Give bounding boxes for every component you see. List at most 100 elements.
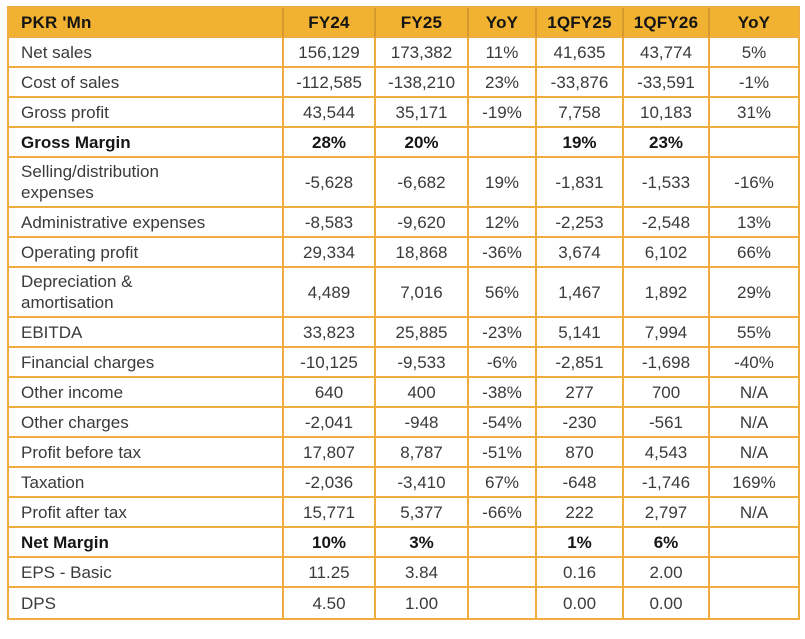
value-cell	[469, 558, 537, 588]
value-cell: 29,334	[284, 238, 376, 268]
table-header: PKR 'Mn FY24 FY25 YoY 1QFY25 1QFY26 YoY	[9, 8, 798, 38]
value-cell: -10,125	[284, 348, 376, 378]
table-row-depreciation-amortisation: Depreciation & amortisation 4,489 7,016 56%…	[9, 268, 798, 318]
table-row-administrative-expenses: Administrative expenses -8,583 -9,620 12% -2…	[9, 208, 798, 238]
value-cell: 43,544	[284, 98, 376, 128]
value-cell: -23%	[469, 318, 537, 348]
value-cell: 12%	[469, 208, 537, 238]
row-label-text: Financial charges	[21, 352, 155, 372]
row-label: DPS	[9, 588, 284, 618]
value-cell: -1,831	[537, 158, 624, 208]
row-label-text: Depreciation & amortisation	[21, 272, 133, 312]
value-cell: 67%	[469, 468, 537, 498]
value-cell: 3.84	[376, 558, 469, 588]
value-cell: 41,635	[537, 38, 624, 68]
value-cell: 277	[537, 378, 624, 408]
value-cell: 400	[376, 378, 469, 408]
table-row-net-margin: Net Margin 10% 3% 1% 6%	[9, 528, 798, 558]
value-cell: -1,746	[624, 468, 710, 498]
value-cell	[710, 558, 798, 588]
value-cell: 640	[284, 378, 376, 408]
table-row-other-charges: Other charges -2,041 -948 -54% -230 -561 N/A	[9, 408, 798, 438]
value-cell: 43,774	[624, 38, 710, 68]
value-cell: -5,628	[284, 158, 376, 208]
value-cell: 5%	[710, 38, 798, 68]
row-label: Net Margin	[9, 528, 284, 558]
row-label-text: Other income	[21, 382, 124, 402]
value-cell: -54%	[469, 408, 537, 438]
value-cell: -36%	[469, 238, 537, 268]
table-body: Net sales 156,129 173,382 11% 41,635 43,774 5%…	[9, 38, 798, 618]
value-cell: 156,129	[284, 38, 376, 68]
value-cell	[710, 588, 798, 618]
value-cell: -948	[376, 408, 469, 438]
row-label-text: Profit before tax	[21, 442, 142, 462]
row-label: Operating profit	[9, 238, 284, 268]
value-cell: N/A	[710, 378, 798, 408]
row-label: Profit before tax	[9, 438, 284, 468]
row-label-text: DPS	[21, 593, 56, 613]
value-cell: 31%	[710, 98, 798, 128]
value-cell: 7,758	[537, 98, 624, 128]
value-cell: -40%	[710, 348, 798, 378]
row-label-text: Profit after tax	[21, 502, 127, 522]
value-cell: -9,533	[376, 348, 469, 378]
row-label: Other income	[9, 378, 284, 408]
header-cell-fy24-1: FY24	[284, 8, 376, 38]
row-label-text: Taxation	[21, 472, 85, 492]
value-cell: 4.50	[284, 588, 376, 618]
value-cell: 10,183	[624, 98, 710, 128]
value-cell: 23%	[469, 68, 537, 98]
value-cell: 28%	[284, 128, 376, 158]
value-cell: 19%	[537, 128, 624, 158]
value-cell: -648	[537, 468, 624, 498]
value-cell: 13%	[710, 208, 798, 238]
value-cell: 0.00	[537, 588, 624, 618]
value-cell: 19%	[469, 158, 537, 208]
row-label: Gross Margin	[9, 128, 284, 158]
value-cell: 15,771	[284, 498, 376, 528]
row-label: EBITDA	[9, 318, 284, 348]
header-cell-fy25-2: FY25	[376, 8, 469, 38]
value-cell: N/A	[710, 498, 798, 528]
row-label: Selling/distribution expenses	[9, 158, 284, 208]
value-cell: -138,210	[376, 68, 469, 98]
value-cell: 1,892	[624, 268, 710, 318]
value-cell: 700	[624, 378, 710, 408]
table-row-gross-profit: Gross profit 43,544 35,171 -19% 7,758 10,183 3…	[9, 98, 798, 128]
value-cell: -230	[537, 408, 624, 438]
row-label: Depreciation & amortisation	[9, 268, 284, 318]
value-cell: 5,377	[376, 498, 469, 528]
value-cell: -33,591	[624, 68, 710, 98]
value-cell: -112,585	[284, 68, 376, 98]
value-cell: 33,823	[284, 318, 376, 348]
value-cell: 7,016	[376, 268, 469, 318]
value-cell: 25,885	[376, 318, 469, 348]
value-cell: 222	[537, 498, 624, 528]
value-cell: 6%	[624, 528, 710, 558]
value-cell: N/A	[710, 438, 798, 468]
financials-table: PKR 'Mn FY24 FY25 YoY 1QFY25 1QFY26 YoY Net sa…	[9, 8, 798, 618]
value-cell: 66%	[710, 238, 798, 268]
row-label-text: Net sales	[21, 42, 92, 62]
table-frame: PKR 'Mn FY24 FY25 YoY 1QFY25 1QFY26 YoY Net sa…	[7, 6, 800, 620]
value-cell: -16%	[710, 158, 798, 208]
value-cell: 0.16	[537, 558, 624, 588]
value-cell: -38%	[469, 378, 537, 408]
value-cell: 870	[537, 438, 624, 468]
row-label-text: Administrative expenses	[21, 212, 206, 232]
value-cell: -1%	[710, 68, 798, 98]
value-cell: 7,994	[624, 318, 710, 348]
value-cell: -2,036	[284, 468, 376, 498]
table-row-profit-after-tax: Profit after tax 15,771 5,377 -66% 222 2,797 N…	[9, 498, 798, 528]
value-cell: -19%	[469, 98, 537, 128]
value-cell: 1%	[537, 528, 624, 558]
value-cell: 29%	[710, 268, 798, 318]
value-cell: -561	[624, 408, 710, 438]
row-label: Gross profit	[9, 98, 284, 128]
value-cell: 173,382	[376, 38, 469, 68]
row-label-text: Operating profit	[21, 242, 139, 262]
row-label: EPS - Basic	[9, 558, 284, 588]
value-cell: -6%	[469, 348, 537, 378]
value-cell: 5,141	[537, 318, 624, 348]
